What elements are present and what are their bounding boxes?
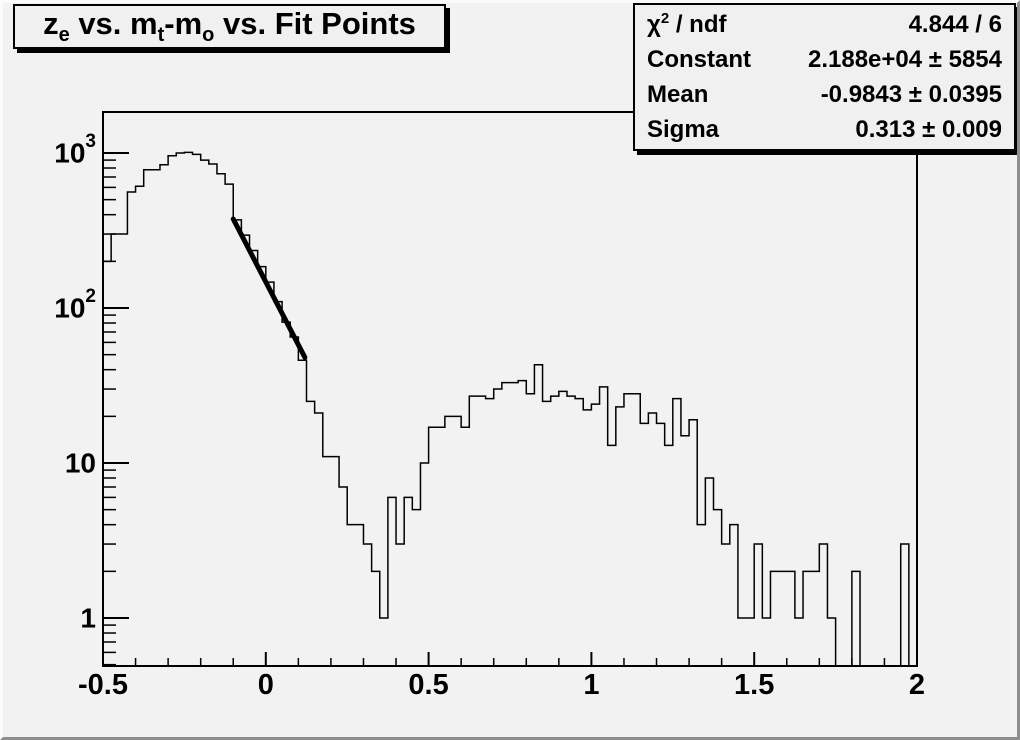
fit-line xyxy=(230,216,308,360)
x-axis-labels: -0.5 0 0.5 1 1.5 2 xyxy=(78,669,925,701)
stats-label: Sigma xyxy=(647,115,720,143)
histogram-line xyxy=(102,151,917,667)
x-tick-label: 1 xyxy=(583,669,599,701)
stats-label: χ2 / ndf xyxy=(647,10,727,38)
stats-row-constant: Constant 2.188e+04 ± 5854 xyxy=(647,42,1002,77)
x-tick-label: -0.5 xyxy=(78,669,128,701)
x-axis-ticks xyxy=(102,652,918,666)
x-tick-label: 2 xyxy=(909,669,925,701)
y-tick-label: 1 xyxy=(80,603,96,634)
x-tick-label: 0 xyxy=(258,669,274,701)
stats-value: 0.313 ± 0.009 xyxy=(855,115,1002,143)
x-tick-label: 1.5 xyxy=(734,669,774,701)
y-tick-label: 103 xyxy=(54,131,96,169)
plot-title-text: ze vs. mt-mo vs. Fit Points xyxy=(43,5,416,47)
stats-value: 4.844 / 6 xyxy=(908,10,1002,38)
y-axis-ticks xyxy=(103,152,129,666)
title-box: ze vs. mt-mo vs. Fit Points xyxy=(13,4,446,49)
y-tick-label: 10 xyxy=(65,448,96,479)
stats-value: 2.188e+04 ± 5854 xyxy=(807,45,1002,73)
stats-row-chi2-ndf: χ2 / ndf 4.844 / 6 xyxy=(647,7,1002,42)
stats-label: Constant xyxy=(647,45,751,73)
stats-label: Mean xyxy=(647,80,709,108)
stats-row-sigma: Sigma 0.313 ± 0.009 xyxy=(647,112,1002,147)
stats-box: χ2 / ndf 4.844 / 6 Constant 2.188e+04 ± 585… xyxy=(633,3,1016,151)
stats-row-mean: Mean -0.9843 ± 0.0395 xyxy=(647,77,1002,112)
y-tick-label: 102 xyxy=(54,286,96,324)
x-tick-label: 0.5 xyxy=(408,669,448,701)
y-axis-labels: 1 10 102 103 xyxy=(54,131,96,634)
stats-value: -0.9843 ± 0.0395 xyxy=(820,80,1002,108)
